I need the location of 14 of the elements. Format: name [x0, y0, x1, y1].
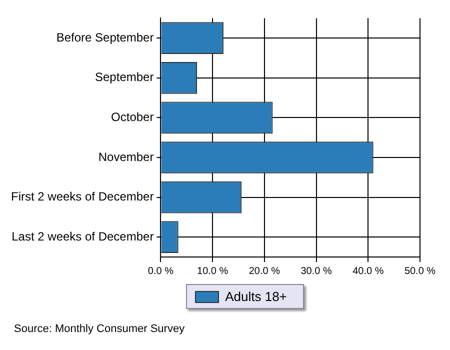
- x-tick-label: 0.0 %: [148, 266, 174, 277]
- y-tick-label: First 2 weeks of December: [10, 190, 154, 204]
- legend-label: Adults 18+: [225, 289, 287, 304]
- x-tick-label: 40.0 %: [352, 266, 384, 277]
- y-tick-label: Last 2 weeks of December: [12, 229, 154, 244]
- y-tick-label: November: [98, 150, 154, 164]
- x-tick-label: 50.0 %: [404, 266, 436, 277]
- x-tick-label: 10.0 %: [197, 266, 228, 277]
- x-tick-label: 20.0 %: [248, 266, 280, 277]
- y-tick-label: September: [95, 70, 154, 84]
- y-tick-label: October: [111, 110, 154, 124]
- x-tick-label: 30.0 %: [300, 266, 332, 277]
- y-tick-label: Before September: [56, 30, 154, 44]
- source-note: Source: Monthly Consumer Survey: [14, 323, 186, 335]
